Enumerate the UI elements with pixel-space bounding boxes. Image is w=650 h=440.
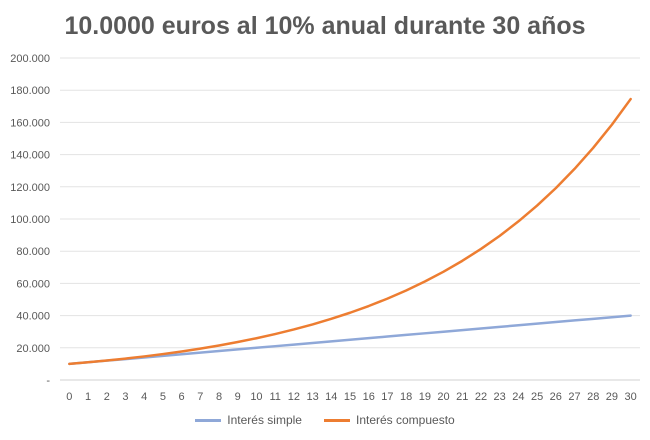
y-tick-label: 140.000 <box>10 150 50 162</box>
gridlines <box>60 57 640 381</box>
y-tick-label: - <box>46 375 50 387</box>
x-tick-label: 20 <box>437 391 449 403</box>
y-tick-label: 100.000 <box>10 214 50 226</box>
x-axis-ticks: 0 1 2 3 4 5 6 7 8 9 10 11 12 13 14 15 16 17 18 19 20 21 22 23 24… <box>66 391 636 403</box>
legend-item-simple: Interés simple <box>195 413 302 427</box>
x-tick-label: 18 <box>400 391 412 403</box>
x-tick-label: 25 <box>531 391 543 403</box>
x-tick-label: 15 <box>344 391 356 403</box>
y-tick-label: 120.000 <box>10 182 50 194</box>
x-tick-label: 1 <box>85 391 91 403</box>
y-tick-label: 180.000 <box>10 85 50 97</box>
x-tick-label: 27 <box>568 391 580 403</box>
x-tick-label: 23 <box>494 391 506 403</box>
series-line-compound <box>68 97 632 366</box>
x-tick-label: 30 <box>625 391 637 403</box>
legend-label-simple: Interés simple <box>227 413 302 427</box>
y-tick-label: 160.000 <box>10 117 50 129</box>
x-tick-label: 24 <box>512 391 524 403</box>
legend-label-compound: Interés compuesto <box>355 413 455 427</box>
x-tick-label: 13 <box>306 391 318 403</box>
y-tick-label: 60.000 <box>16 278 50 290</box>
x-tick-label: 0 <box>66 391 72 403</box>
x-tick-label: 21 <box>456 391 468 403</box>
x-tick-label: 19 <box>419 391 431 403</box>
x-tick-label: 2 <box>104 391 110 403</box>
x-tick-label: 7 <box>197 391 203 403</box>
legend-swatch-simple <box>195 418 222 422</box>
x-tick-label: 28 <box>587 391 599 403</box>
x-tick-label: 14 <box>325 391 337 403</box>
x-tick-label: 5 <box>160 391 166 403</box>
x-tick-label: 3 <box>122 391 128 403</box>
x-tick-label: 22 <box>475 391 487 403</box>
x-tick-label: 17 <box>381 391 393 403</box>
x-tick-label: 6 <box>179 391 185 403</box>
legend-item-compound: Interés compuesto <box>323 413 455 427</box>
x-tick-label: 9 <box>235 391 241 403</box>
x-tick-label: 8 <box>216 391 222 403</box>
y-axis-ticks: - 20.000 40.000 60.000 80.000 100.000 120.000 1… <box>10 53 50 387</box>
y-tick-label: 80.000 <box>16 246 50 258</box>
y-tick-label: 20.000 <box>16 343 50 355</box>
chart-title: 10.0000 euros al 10% anual durante 30 añ… <box>64 12 586 40</box>
x-tick-label: 16 <box>363 391 375 403</box>
x-tick-label: 10 <box>250 391 262 403</box>
y-tick-label: 40.000 <box>16 311 50 323</box>
series-line-simple <box>68 314 632 366</box>
x-tick-label: 29 <box>606 391 618 403</box>
y-tick-label: 200.000 <box>10 53 50 65</box>
legend-swatch-compound <box>323 418 350 422</box>
legend: Interés simple Interés compuesto <box>0 413 650 427</box>
x-tick-label: 4 <box>141 391 147 403</box>
x-tick-label: 26 <box>550 391 562 403</box>
x-tick-label: 12 <box>288 391 300 403</box>
series-lines <box>68 97 632 366</box>
x-tick-label: 11 <box>269 391 280 403</box>
